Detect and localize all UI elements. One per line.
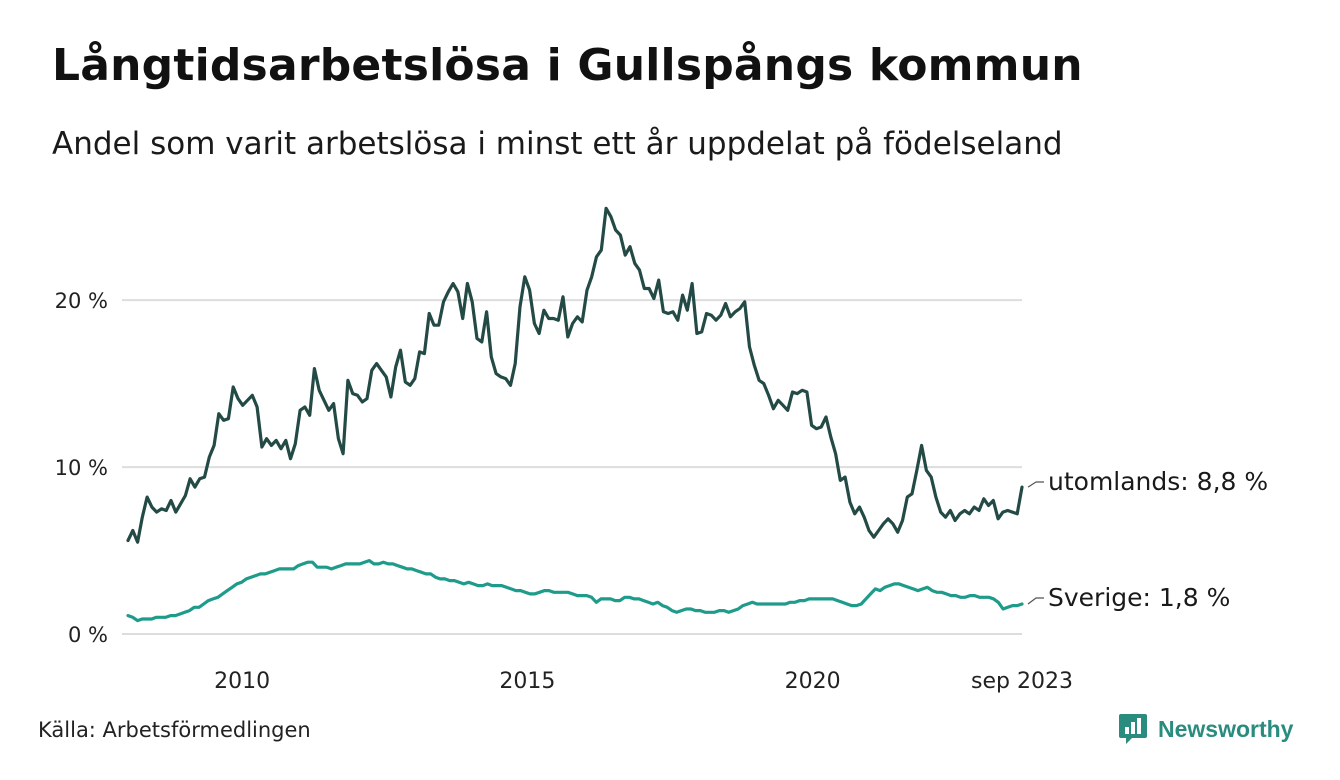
chart-subtitle: Andel som varit arbetslösa i minst ett å… xyxy=(52,126,1063,162)
x-tick-label: 2020 xyxy=(785,669,841,694)
brand: Newsworthy xyxy=(1118,712,1293,746)
end-label-leader xyxy=(1027,481,1044,488)
end-labels: utomlands: 8,8 % Sverige: 1,8 % xyxy=(1027,467,1268,612)
y-tick-label: 10 % xyxy=(55,456,108,480)
end-label-utomlands: utomlands: 8,8 % xyxy=(1048,467,1268,496)
series-line-sverige xyxy=(126,558,1024,623)
x-axis-ticks: 2010 2015 2020 sep 2023 xyxy=(214,669,1073,694)
series-line-utomlands xyxy=(126,206,1024,544)
end-label-sverige: Sverige: 1,8 % xyxy=(1048,583,1230,612)
brand-name: Newsworthy xyxy=(1158,715,1294,742)
y-axis-ticks: 0 % 10 % 20 % xyxy=(55,289,108,647)
end-label-leader xyxy=(1027,597,1044,605)
x-tick-label: 2015 xyxy=(499,669,555,694)
x-tick-label: sep 2023 xyxy=(971,669,1073,694)
source-note: Källa: Arbetsförmedlingen xyxy=(38,718,311,742)
series-lines xyxy=(126,206,1024,623)
y-tick-label: 20 % xyxy=(55,289,108,313)
newsworthy-logo-icon xyxy=(1119,714,1147,744)
y-tick-label: 0 % xyxy=(68,623,108,647)
x-tick-label: 2010 xyxy=(214,669,270,694)
chart-title: Långtidsarbetslösa i Gullspångs kommun xyxy=(52,40,1083,91)
gridlines xyxy=(122,299,1022,635)
